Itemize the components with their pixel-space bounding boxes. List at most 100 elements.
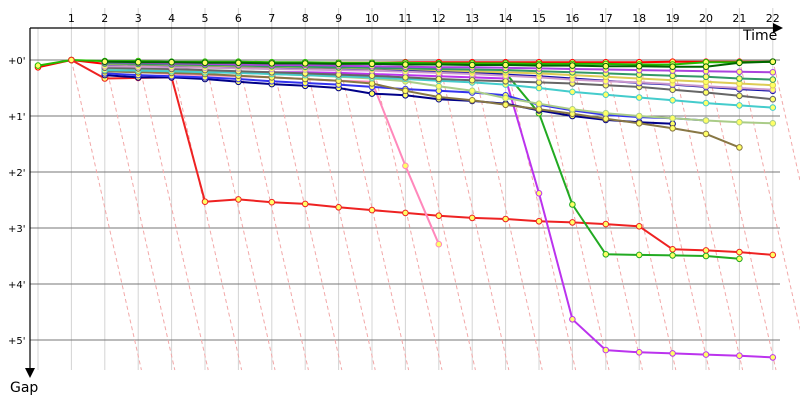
lap-guide: [605, 59, 677, 371]
x-tick-label: 8: [302, 12, 309, 25]
data-point: [635, 112, 643, 120]
data-point: [769, 251, 777, 259]
data-point: [235, 59, 242, 67]
data-point: [502, 94, 509, 102]
x-tick-label: 20: [699, 12, 713, 25]
data-point: [669, 114, 676, 122]
lap-guide: [404, 59, 476, 371]
data-point: [435, 75, 443, 83]
data-point: [502, 215, 509, 223]
data-point: [769, 81, 777, 89]
data-point: [702, 99, 710, 107]
series-line: [70, 59, 773, 256]
data-point: [769, 104, 777, 111]
data-point: [769, 76, 777, 83]
lap-guide: [471, 59, 543, 371]
y-tick-label: +4': [8, 280, 26, 291]
data-point: [736, 75, 743, 82]
data-point: [635, 62, 643, 70]
data-point: [201, 198, 209, 205]
data-point: [268, 198, 276, 206]
data-point: [669, 252, 676, 259]
x-axis-label: Time: [742, 28, 777, 44]
x-tick-label: 2: [101, 12, 108, 25]
data-point: [769, 69, 777, 76]
lap-guide: [237, 59, 309, 371]
lap-guide: [772, 59, 800, 183]
data-point: [635, 349, 643, 356]
y-axis-arrow: [25, 368, 35, 378]
lap-guide: [104, 59, 176, 371]
data-point: [736, 118, 743, 126]
data-point: [736, 92, 743, 100]
y-tick-label: +5': [8, 336, 26, 347]
data-point: [335, 60, 342, 68]
data-point: [201, 59, 209, 67]
x-tick-label: 15: [532, 12, 546, 25]
data-point: [402, 61, 409, 68]
lap-guide: [171, 59, 243, 371]
data-point: [702, 252, 710, 260]
x-tick-label: 12: [432, 12, 446, 25]
data-point: [301, 200, 309, 208]
data-point: [669, 350, 676, 357]
data-point: [569, 219, 576, 226]
data-point: [769, 354, 777, 361]
x-tick-label: 22: [766, 12, 780, 25]
x-tick-label: 9: [335, 12, 342, 25]
data-point: [535, 106, 543, 113]
data-point: [502, 61, 509, 69]
data-point: [602, 115, 610, 123]
data-point: [235, 196, 242, 203]
lap-guide: [705, 59, 777, 371]
x-tick-label: 13: [465, 12, 479, 25]
data-point: [736, 102, 743, 109]
lap-guide: [438, 59, 510, 371]
data-point: [669, 63, 676, 70]
y-tick-label: +0': [8, 56, 26, 67]
data-point: [368, 90, 376, 97]
data-point: [134, 58, 142, 66]
data-point: [602, 109, 610, 117]
lap-guide: [738, 59, 800, 331]
x-tick-label: 4: [168, 12, 175, 25]
x-tick-label: 3: [135, 12, 142, 25]
data-point: [468, 97, 476, 104]
data-point: [769, 120, 777, 127]
data-point: [669, 125, 676, 132]
x-tick-label: 5: [202, 12, 209, 25]
y-tick-labels: +0' +1' +2' +3' +4' +5': [8, 56, 26, 347]
x-tick-label: 6: [235, 12, 242, 25]
y-tick-label: +2': [8, 168, 26, 179]
data-point: [535, 62, 543, 69]
data-point: [435, 212, 443, 219]
data-point: [368, 206, 376, 214]
y-axis-label: Gap: [10, 380, 38, 396]
lap-guide: [204, 59, 276, 371]
data-point: [635, 251, 643, 259]
data-point: [602, 251, 610, 258]
data-point: [635, 120, 643, 127]
lap-guide: [672, 59, 744, 371]
data-point: [268, 60, 276, 67]
x-tick-label: 10: [365, 12, 379, 25]
lap-guide: [304, 59, 376, 371]
data-point: [602, 220, 610, 228]
series-18: [101, 58, 777, 70]
data-point: [736, 255, 743, 263]
lap-guide: [271, 59, 343, 371]
lap-guide: [137, 59, 209, 371]
data-point: [702, 351, 710, 358]
data-point: [569, 316, 576, 323]
data-point: [402, 87, 409, 95]
lap-guide: [338, 59, 410, 371]
data-point: [736, 352, 743, 360]
data-point: [702, 130, 710, 138]
data-point: [502, 78, 509, 85]
data-point: [736, 144, 743, 151]
data-point: [569, 62, 576, 69]
x-tick-labels: 1 2 3 4 5 6 7 8 9 10 11 12 13 14 15 16 17 18 19 20 21 22: [68, 12, 780, 25]
data-point: [602, 62, 610, 70]
axes: [25, 23, 783, 378]
